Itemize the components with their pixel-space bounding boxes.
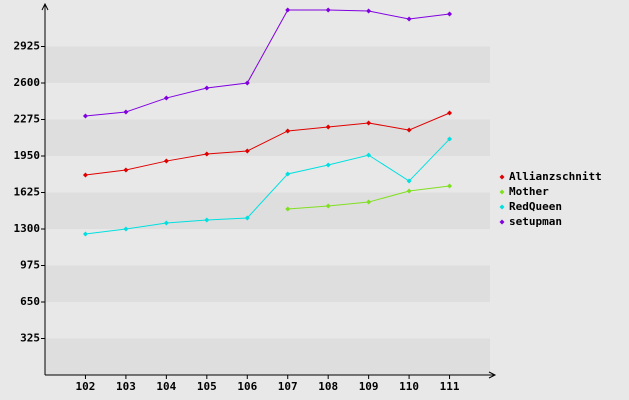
point — [244, 80, 250, 86]
point — [447, 183, 453, 189]
point — [244, 215, 250, 221]
point — [204, 85, 210, 91]
grid-band — [45, 10, 490, 47]
legend-label: Allianzschnitt — [509, 170, 602, 183]
point — [325, 162, 331, 168]
grid-band — [45, 265, 490, 302]
point — [406, 178, 412, 184]
point — [406, 127, 412, 133]
point — [325, 203, 331, 209]
point — [82, 113, 88, 119]
legend-label: Mother — [509, 185, 549, 198]
x-tick-label: 108 — [318, 380, 338, 393]
point — [285, 128, 291, 134]
x-tick-label: 107 — [278, 380, 298, 393]
x-axis-arrow — [488, 371, 497, 379]
x-tick-label: 102 — [76, 380, 96, 393]
grid-band — [45, 83, 490, 120]
y-tick-label: 975 — [20, 259, 40, 272]
y-tick-label: 650 — [20, 295, 40, 308]
y-tick-label: 2275 — [14, 113, 41, 126]
point — [325, 7, 331, 13]
point — [204, 151, 210, 157]
grid-band — [45, 192, 490, 229]
series-line — [85, 9, 450, 117]
grid-band — [45, 156, 490, 193]
y-tick-label: 325 — [20, 332, 40, 345]
point — [285, 171, 291, 177]
grid-band — [45, 338, 490, 375]
legend-marker — [499, 189, 505, 195]
y-tick-label: 2600 — [14, 76, 41, 89]
point — [406, 188, 412, 194]
legend-marker — [499, 174, 505, 180]
y-axis-arrow — [41, 2, 49, 11]
x-tick-label: 105 — [197, 380, 217, 393]
point — [366, 152, 372, 158]
y-tick-label: 1300 — [14, 222, 41, 235]
point — [123, 109, 129, 115]
grid-band — [45, 119, 490, 156]
grid-band — [45, 46, 490, 83]
point — [325, 124, 331, 130]
x-tick-label: 103 — [116, 380, 136, 393]
legend-marker — [499, 219, 505, 225]
point — [447, 11, 453, 17]
point — [123, 226, 129, 232]
y-tick-label: 1950 — [14, 149, 41, 162]
point — [447, 110, 453, 116]
grid-band — [45, 229, 490, 266]
series-line — [85, 112, 450, 176]
point — [82, 172, 88, 178]
x-tick-label: 109 — [359, 380, 379, 393]
x-tick-label: 106 — [237, 380, 257, 393]
point — [163, 220, 169, 226]
grid-band — [45, 302, 490, 339]
x-tick-label: 104 — [156, 380, 176, 393]
y-tick-label: 2925 — [14, 40, 41, 53]
point — [123, 167, 129, 173]
point — [244, 148, 250, 154]
point — [204, 217, 210, 223]
point — [447, 136, 453, 142]
point — [163, 95, 169, 101]
point — [406, 16, 412, 22]
point — [82, 231, 88, 237]
point — [163, 158, 169, 164]
point — [366, 199, 372, 205]
point — [285, 206, 291, 212]
legend-marker — [499, 204, 505, 210]
x-tick-label: 111 — [440, 380, 460, 393]
point — [366, 8, 372, 14]
y-tick-label: 1625 — [14, 186, 41, 199]
legend-label: RedQueen — [509, 200, 562, 213]
x-tick-label: 110 — [399, 380, 419, 393]
point — [366, 120, 372, 126]
point — [285, 7, 291, 13]
legend-label: setupman — [509, 215, 562, 228]
series-line — [85, 138, 450, 235]
